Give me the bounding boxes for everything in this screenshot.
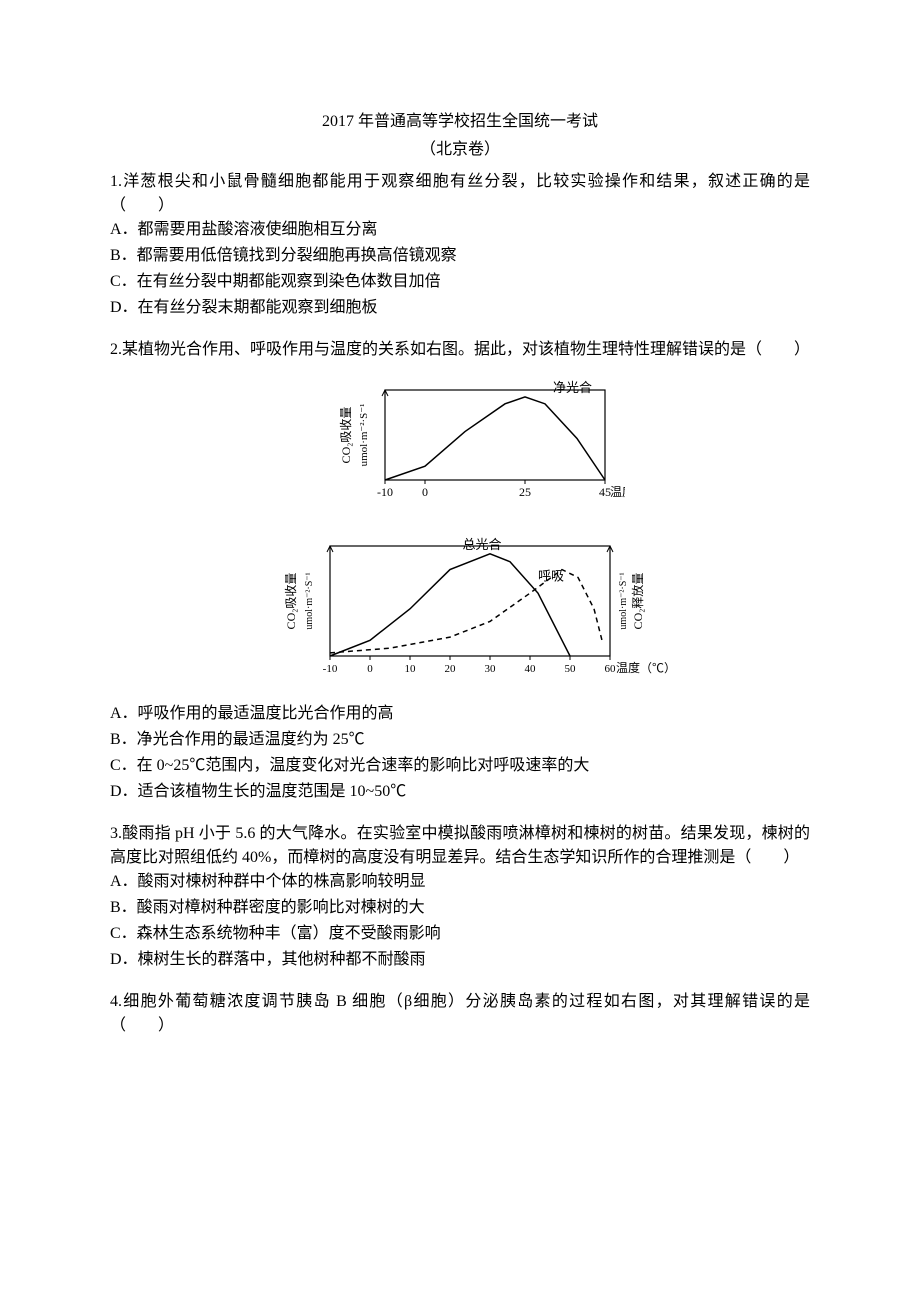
q3-option-c: C．森林生态系统物种丰（富）度不受酸雨影响 [110,922,810,946]
svg-text:温度（℃）: 温度（℃） [616,660,670,675]
svg-text:30: 30 [485,663,497,675]
question-4: 4.细胞外葡萄糖浓度调节胰岛 B 细胞（β细胞）分泌胰岛素的过程如右图，对其理解… [110,990,810,1038]
q1-option-a: A．都需要用盐酸溶液使细胞相互分离 [110,218,810,242]
q1-option-c: C．在有丝分裂中期都能观察到染色体数目加倍 [110,270,810,294]
svg-text:-10: -10 [323,663,338,675]
svg-text:25: 25 [519,485,531,499]
svg-text:0: 0 [422,485,428,499]
svg-text:CO₂吸收量: CO₂吸收量 [284,573,298,630]
svg-text:0: 0 [367,663,373,675]
svg-text:umol·m⁻²·S⁻¹: umol·m⁻²·S⁻¹ [618,572,629,629]
svg-text:50: 50 [565,663,577,675]
q2-option-a: A．呼吸作用的最适温度比光合作用的高 [110,702,810,726]
svg-text:净光合: 净光合 [553,380,592,395]
question-2: 2.某植物光合作用、呼吸作用与温度的关系如右图。据此，对该植物生理特性理解错误的… [110,338,810,804]
q1-option-d: D．在有丝分裂末期都能观察到细胞板 [110,296,810,320]
svg-text:CO₂吸收量: CO₂吸收量 [339,407,353,464]
chart-bottom-container: -100102030405060温度（℃）CO₂吸收量umol·m⁻²·S⁻¹C… [110,526,810,694]
svg-text:总光合: 总光合 [462,537,501,552]
svg-text:10: 10 [405,663,417,675]
svg-text:40: 40 [525,663,537,675]
net-photosynthesis-chart: -1002545温度（℃）CO₂吸收量umol·m⁻²·S⁻¹净光合 [295,370,625,510]
svg-text:CO₂释放量: CO₂释放量 [630,573,645,630]
svg-text:呼吸: 呼吸 [538,569,564,584]
q2-option-b: B．净光合作用的最适温度约为 25℃ [110,728,810,752]
page-title: 2017 年普通高等学校招生全国统一考试 [110,110,810,134]
svg-text:60: 60 [605,663,617,675]
q3-option-b: B．酸雨对樟树种群密度的影响比对楝树的大 [110,896,810,920]
svg-text:umol·m⁻²·S⁻¹: umol·m⁻²·S⁻¹ [304,572,315,629]
q3-option-d: D．楝树生长的群落中，其他树种都不耐酸雨 [110,948,810,972]
q1-option-b: B．都需要用低倍镜找到分裂细胞再换高倍镜观察 [110,244,810,268]
q3-option-a: A．酸雨对楝树种群中个体的株高影响较明显 [110,870,810,894]
svg-text:-10: -10 [377,485,393,499]
q2-option-c: C．在 0~25℃范围内，温度变化对光合速率的影响比对呼吸速率的大 [110,754,810,778]
svg-text:温度（℃）: 温度（℃） [610,484,625,499]
q1-stem: 1.洋葱根尖和小鼠骨髓细胞都能用于观察细胞有丝分裂，比较实验操作和结果，叙述正确… [110,170,810,218]
q3-stem: 3.酸雨指 pH 小于 5.6 的大气降水。在实验室中模拟酸雨喷淋樟树和楝树的树… [110,822,810,870]
q2-option-d: D．适合该植物生长的温度范围是 10~50℃ [110,780,810,804]
question-3: 3.酸雨指 pH 小于 5.6 的大气降水。在实验室中模拟酸雨喷淋樟树和楝树的树… [110,822,810,972]
page-subtitle: （北京卷） [110,138,810,162]
q4-stem: 4.细胞外葡萄糖浓度调节胰岛 B 细胞（β细胞）分泌胰岛素的过程如右图，对其理解… [110,990,810,1038]
chart-top-container: -1002545温度（℃）CO₂吸收量umol·m⁻²·S⁻¹净光合 [110,370,810,518]
q2-stem: 2.某植物光合作用、呼吸作用与温度的关系如右图。据此，对该植物生理特性理解错误的… [110,338,810,362]
total-photo-respiration-chart: -100102030405060温度（℃）CO₂吸收量umol·m⁻²·S⁻¹C… [250,526,670,686]
question-1: 1.洋葱根尖和小鼠骨髓细胞都能用于观察细胞有丝分裂，比较实验操作和结果，叙述正确… [110,170,810,320]
svg-text:umol·m⁻²·S⁻¹: umol·m⁻²·S⁻¹ [358,404,370,467]
svg-text:20: 20 [445,663,457,675]
